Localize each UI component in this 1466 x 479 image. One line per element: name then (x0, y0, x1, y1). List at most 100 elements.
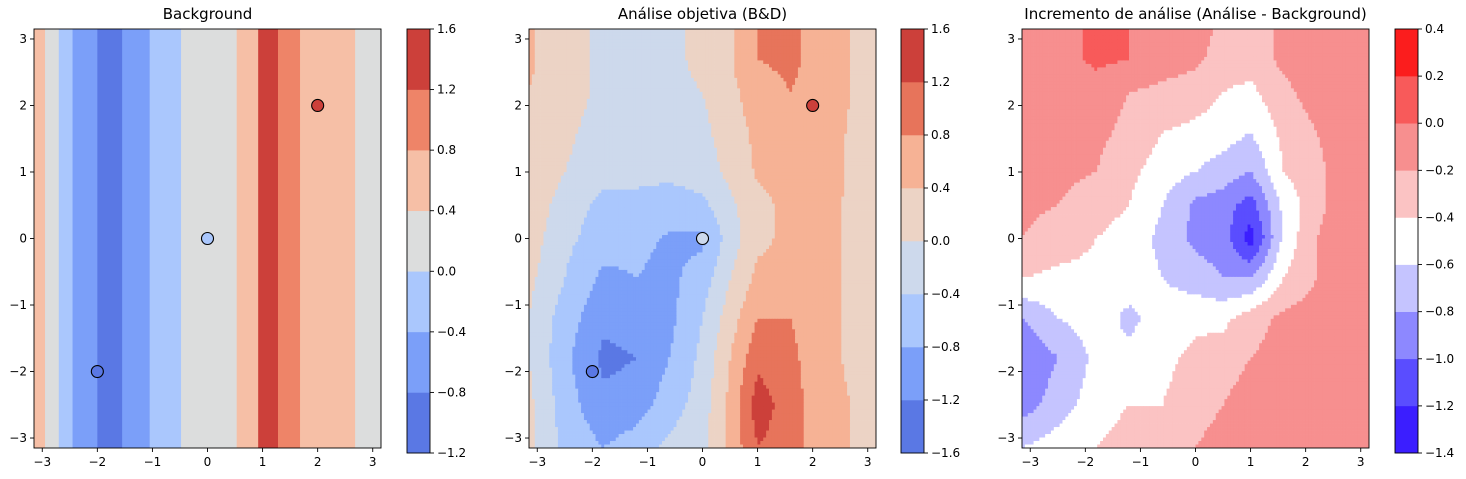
contour-cell (838, 53, 842, 58)
contour-cell (737, 137, 741, 142)
contour-cell (870, 102, 874, 107)
contour-cell (847, 133, 851, 138)
contour-cell (722, 91, 727, 96)
contour-cell (716, 81, 721, 86)
contour-cell (630, 53, 634, 58)
contour-cell (852, 98, 857, 103)
contour-cell (543, 35, 547, 40)
contour-cell (667, 147, 672, 152)
contour-cell (676, 116, 680, 121)
contour-cell (696, 63, 701, 68)
contour-cell (607, 32, 611, 37)
contour-cell (560, 95, 565, 100)
contour-cell (543, 29, 547, 33)
contour-cell (581, 105, 585, 110)
contour-cell (615, 60, 620, 65)
contour-cell (589, 102, 594, 107)
contour-cell (826, 140, 831, 145)
contour-cell (766, 165, 770, 170)
contour-cell (838, 165, 842, 170)
contour-cell (679, 123, 683, 128)
contour-cell (696, 77, 701, 82)
contour-cell (540, 60, 544, 65)
contour-cell (609, 81, 614, 86)
contour-cell (604, 53, 608, 58)
contour-cell (670, 91, 674, 96)
contour-cell (858, 151, 862, 156)
contour-cell (633, 151, 637, 156)
contour-cell (572, 88, 576, 93)
contour-cell (780, 140, 784, 145)
contour-cell (826, 119, 831, 124)
contour-cell (659, 144, 663, 149)
contour-cell (555, 119, 559, 124)
contour-cell (800, 151, 805, 156)
contour-band (278, 29, 301, 448)
contour-cell (534, 147, 539, 152)
contour-cell (607, 133, 611, 138)
contour-cell (557, 32, 562, 37)
contour-cell (731, 151, 735, 156)
contour-cell (705, 147, 709, 152)
contour-cell (624, 154, 628, 159)
contour-cell (653, 105, 657, 110)
contour-cell (621, 161, 625, 166)
contour-cell (531, 60, 536, 65)
contour-cell (719, 81, 724, 86)
contour-cell (742, 35, 747, 40)
contour-cell (858, 161, 862, 166)
contour-cell (537, 49, 541, 54)
contour-cell (734, 119, 738, 124)
contour-cell (734, 123, 738, 128)
contour-cell (630, 168, 634, 173)
contour-cell (711, 74, 715, 79)
contour-cell (769, 161, 773, 166)
contour-cell (627, 158, 631, 163)
contour-cell (618, 112, 622, 117)
contour-cell (650, 67, 654, 72)
contour-cell (742, 112, 747, 117)
contour-cell (676, 109, 680, 114)
contour-cell (633, 67, 637, 72)
contour-cell (838, 49, 842, 54)
contour-cell (757, 53, 761, 58)
contour-cell (531, 32, 536, 37)
contour-cell (849, 105, 854, 110)
contour-cell (546, 154, 550, 159)
contour-cell (728, 56, 732, 61)
contour-cell (644, 133, 648, 138)
contour-cell (792, 53, 796, 58)
contour-cell (699, 39, 703, 44)
contour-band (258, 29, 279, 448)
contour-cell (716, 56, 721, 61)
contour-cell (569, 168, 573, 173)
contour-cell (792, 119, 796, 124)
contour-cell (812, 158, 816, 163)
x-tick-label: 2 (314, 455, 322, 469)
contour-cell (531, 56, 536, 61)
contour-cell (835, 67, 839, 72)
contour-cell (630, 46, 634, 51)
contour-cell (670, 84, 674, 89)
contour-cell (624, 77, 628, 82)
contour-cell (783, 126, 787, 131)
contour-cell (760, 137, 764, 142)
contour-cell (803, 147, 807, 152)
contour-cell (766, 35, 770, 40)
contour-cell (534, 35, 539, 40)
contour-cell (818, 63, 822, 68)
contour-cell (696, 130, 701, 135)
contour-cell (873, 126, 876, 131)
contour-cell (763, 147, 767, 152)
contour-cell (835, 165, 839, 170)
contour-cell (601, 109, 605, 114)
contour-cell (546, 116, 550, 121)
contour-cell (549, 161, 553, 166)
contour-cell (693, 130, 698, 135)
contour-cell (771, 46, 776, 51)
contour-cell (589, 74, 594, 79)
contour-cell (777, 91, 781, 96)
contour-cell (849, 123, 854, 128)
contour-cell (714, 133, 718, 138)
contour-cell (638, 74, 643, 79)
